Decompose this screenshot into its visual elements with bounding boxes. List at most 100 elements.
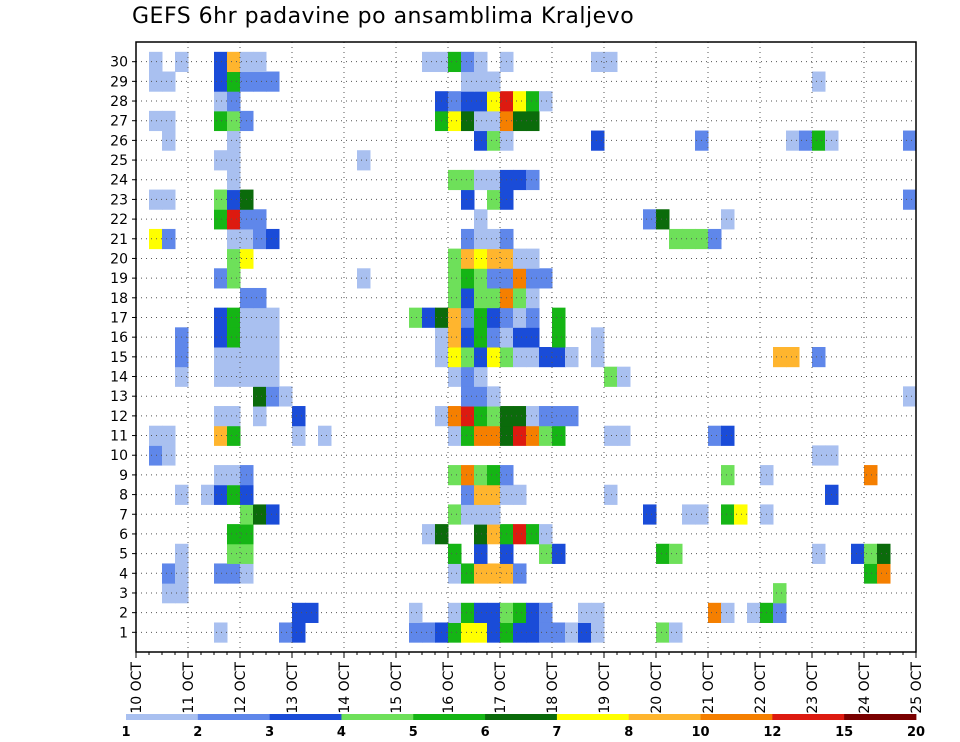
heatmap-cell — [812, 445, 826, 466]
heatmap-cell — [617, 425, 631, 446]
colorbar-swatch — [556, 714, 630, 720]
heatmap-cell — [487, 189, 501, 210]
heatmap-cell — [539, 622, 553, 643]
heatmap-cell — [526, 248, 540, 269]
heatmap-cell — [864, 543, 878, 564]
heatmap-cell — [513, 406, 527, 427]
colorbar-label: 12 — [763, 725, 781, 740]
heatmap-cell — [474, 465, 488, 486]
heatmap-cell — [513, 622, 527, 643]
heatmap-cell — [721, 425, 735, 446]
heatmap-cell — [279, 386, 293, 407]
heatmap-cell — [604, 425, 618, 446]
heatmap-cell — [513, 425, 527, 446]
heatmap-cell — [513, 110, 527, 132]
heatmap-cell — [461, 465, 475, 486]
heatmap-cell — [656, 543, 670, 564]
heatmap-cell — [214, 366, 228, 387]
colorbar-label: 3 — [265, 725, 274, 740]
x-tick-label: 11 OCT — [181, 662, 197, 714]
heatmap-cell — [526, 524, 540, 545]
heatmap-cell — [539, 406, 553, 427]
heatmap-cell — [552, 406, 566, 427]
heatmap-cell — [292, 406, 306, 427]
heatmap-cell — [604, 51, 618, 73]
heatmap-cell — [591, 51, 605, 73]
heatmap-cell — [578, 602, 592, 623]
heatmap-cell — [591, 130, 605, 151]
heatmap-cell — [149, 110, 163, 132]
y-tick-label: 18 — [110, 291, 128, 307]
heatmap-cell — [422, 307, 436, 328]
colorbar-swatch — [126, 714, 199, 720]
heatmap-cell — [227, 150, 241, 171]
heatmap-cell — [266, 386, 280, 407]
heatmap-cell — [513, 347, 527, 368]
heatmap-cell — [474, 347, 488, 368]
heatmap-cell — [513, 524, 527, 545]
heatmap-cell — [877, 563, 891, 584]
heatmap-cell — [214, 327, 228, 348]
heatmap-cell — [773, 583, 787, 604]
heatmap-cell — [162, 189, 176, 210]
heatmap-cell — [526, 91, 540, 112]
heatmap-cell — [227, 465, 241, 486]
heatmap-cell — [448, 563, 462, 584]
heatmap-cell — [721, 504, 735, 525]
y-tick-label: 22 — [110, 212, 128, 228]
heatmap-cell — [422, 524, 436, 545]
heatmap-cell — [526, 622, 540, 643]
heatmap-cell — [214, 347, 228, 368]
heatmap-cell — [474, 248, 488, 269]
heatmap-cell — [292, 425, 306, 446]
heatmap-cell — [227, 71, 241, 92]
y-tick-label: 9 — [119, 468, 128, 484]
heatmap-cell — [227, 228, 241, 250]
heatmap-cell — [474, 425, 488, 446]
x-tick-label: 21 OCT — [701, 662, 717, 714]
heatmap-cell — [266, 71, 280, 92]
heatmap-cell — [227, 366, 241, 387]
heatmap-cell — [201, 484, 215, 505]
x-tick-label: 25 OCT — [909, 662, 925, 714]
heatmap-cell — [487, 524, 501, 545]
colorbar-swatch — [844, 714, 917, 720]
heatmap-cell — [461, 228, 475, 250]
y-tick-label: 2 — [119, 606, 128, 622]
y-tick-label: 26 — [110, 133, 128, 149]
heatmap-cell — [474, 524, 488, 545]
heatmap-cell — [591, 347, 605, 368]
heatmap-cell — [474, 622, 488, 643]
heatmap-cell — [474, 51, 488, 73]
heatmap-cell — [253, 347, 267, 368]
y-tick-label: 3 — [119, 586, 128, 602]
heatmap-cell — [448, 268, 462, 289]
heatmap-cell — [656, 209, 670, 230]
y-tick-label: 15 — [110, 350, 128, 366]
heatmap-cell — [487, 504, 501, 525]
heatmap-cell — [162, 425, 176, 446]
heatmap-cell — [461, 110, 475, 132]
heatmap-cell — [253, 287, 267, 309]
heatmap-cell — [461, 189, 475, 210]
heatmap-cell — [526, 110, 540, 132]
heatmap-cell — [526, 602, 540, 623]
heatmap-cell — [539, 425, 553, 446]
y-tick-label: 6 — [119, 527, 128, 543]
heatmap-cell — [487, 327, 501, 348]
y-tick-label: 7 — [119, 507, 128, 523]
heatmap-cell — [903, 130, 917, 151]
heatmap-cell — [162, 583, 176, 604]
heatmap-cell — [253, 307, 267, 328]
heatmap-cell — [877, 543, 891, 564]
heatmap-cell — [227, 209, 241, 230]
heatmap-cell — [149, 425, 163, 446]
heatmap-cell — [526, 169, 540, 191]
x-tick-label: 23 OCT — [805, 662, 821, 714]
heatmap-cell — [253, 504, 267, 525]
heatmap-cell — [669, 543, 683, 564]
heatmap-cell — [474, 71, 488, 92]
heatmap-cell — [474, 169, 488, 191]
heatmap-cell — [526, 425, 540, 446]
heatmap-cell — [487, 622, 501, 643]
